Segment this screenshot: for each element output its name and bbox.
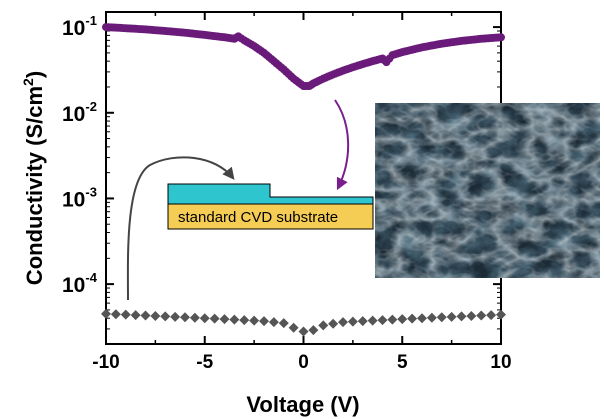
data-point [496, 309, 506, 320]
substrate-block [167, 203, 374, 230]
y-tick-base: 10 [62, 188, 85, 211]
substrate-label: standard CVD substrate [178, 209, 338, 226]
data-point [446, 311, 457, 322]
series-2 [101, 308, 506, 337]
gray-curved-arrow [126, 156, 235, 301]
series-1 [102, 23, 505, 91]
y-tick-base: 10 [62, 274, 85, 297]
data-point [180, 312, 190, 323]
data-point [288, 322, 299, 333]
x-tick-label: -10 [92, 352, 119, 373]
series-layer [101, 23, 506, 337]
data-point [209, 313, 220, 324]
data-point [456, 311, 467, 322]
y-axis-title: Conductivity (S/cm2) [20, 71, 47, 285]
data-point [130, 310, 141, 321]
data-point [318, 320, 329, 331]
x-tick-labels: -10 -5 0 5 10 [92, 352, 511, 373]
purple-curved-arrow [334, 99, 350, 191]
data-point [466, 310, 477, 321]
data-point [150, 310, 161, 321]
y-tick-labels: 10-110-210-310-4 [62, 13, 98, 297]
data-point [347, 316, 358, 327]
data-point [367, 315, 378, 326]
data-point [219, 314, 230, 325]
y-tick-label: 10-2 [62, 99, 97, 126]
data-point [377, 315, 388, 326]
x-tick-label: 10 [490, 352, 511, 373]
data-point [239, 315, 250, 326]
data-point [101, 308, 111, 319]
data-point [120, 309, 131, 320]
deposited-layer-shape [167, 183, 374, 205]
data-point [426, 312, 437, 323]
y-tick-exponent: -4 [85, 270, 97, 285]
y-tick-exponent: -3 [85, 184, 97, 199]
data-point [170, 311, 181, 322]
data-point [387, 314, 398, 325]
data-point [140, 310, 151, 321]
y-tick-label: 10-1 [62, 13, 97, 40]
data-point [486, 310, 497, 321]
x-tick-label: 5 [397, 352, 408, 373]
x-tick-label: 0 [298, 352, 309, 373]
y-tick-exponent: -1 [85, 13, 97, 28]
y-axis-title-sup: 2 [20, 78, 36, 86]
y-axis-title-close: ) [22, 71, 47, 78]
y-tick-exponent: -2 [85, 99, 97, 114]
data-point [497, 33, 505, 42]
data-point [229, 314, 240, 325]
data-point [298, 326, 309, 337]
data-point [160, 311, 171, 322]
data-point [278, 318, 289, 329]
y-axis-title-main: Conductivity (S/cm [22, 86, 47, 285]
data-point [259, 316, 269, 327]
y-tick-base: 10 [62, 103, 85, 126]
data-point [417, 313, 427, 324]
data-point [407, 313, 418, 324]
y-tick-label: 10-4 [62, 270, 98, 297]
data-point [268, 317, 279, 328]
data-point [357, 316, 368, 327]
data-point [249, 315, 260, 326]
data-point [328, 318, 339, 329]
data-point [436, 312, 447, 323]
substrate-schematic: standard CVD substrate [167, 183, 374, 230]
data-point [199, 313, 210, 324]
data-point [110, 309, 121, 320]
data-point [338, 317, 348, 328]
y-tick-label: 10-3 [62, 184, 97, 211]
x-axis-title: Voltage (V) [246, 392, 359, 417]
y-tick-base: 10 [62, 17, 85, 40]
data-point [308, 325, 319, 336]
data-point [189, 312, 200, 323]
microscope-photo-inset [375, 103, 600, 278]
x-tick-label: -5 [196, 352, 213, 373]
data-point [476, 310, 487, 321]
data-point [397, 314, 408, 325]
